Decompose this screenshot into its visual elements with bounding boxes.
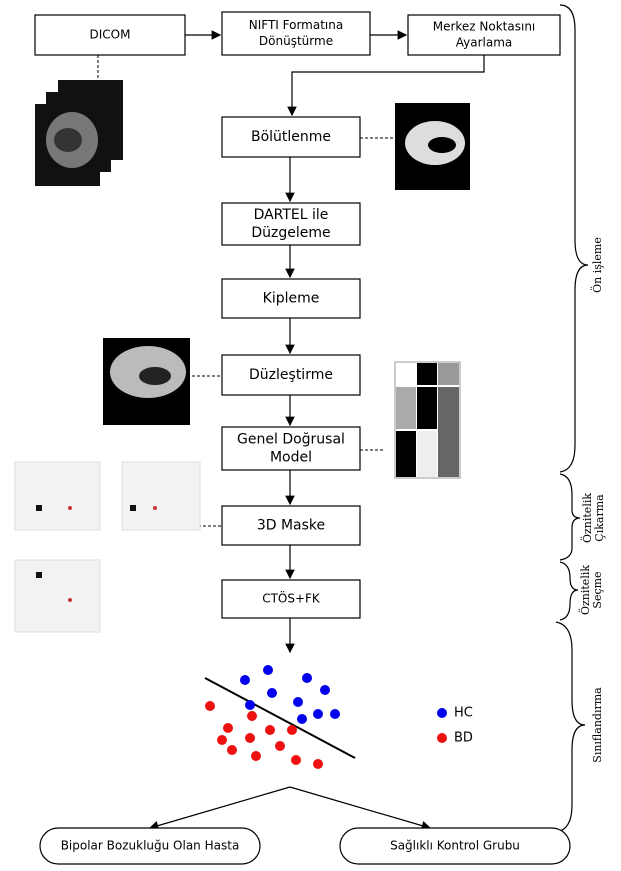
legend-label: BD — [454, 731, 473, 746]
box-label: Model — [270, 450, 312, 466]
outcome-label: Bipolar Bozukluğu Olan Hasta — [61, 839, 240, 853]
outcome-label: Sağlıklı Kontrol Grubu — [390, 839, 520, 853]
box-label: Düzleştirme — [249, 367, 333, 383]
box-label: 3D Maske — [257, 518, 325, 534]
flowchart: DICOM NIFTI Formatına Dönüştürme Merkez Nok… — [0, 0, 621, 867]
braces — [556, 5, 588, 832]
stage-label: Seçme — [591, 571, 604, 608]
stage-label: Ön işleme — [590, 237, 604, 293]
box-label: Bölütlenme — [251, 129, 331, 145]
box-label: DARTEL ile — [254, 207, 329, 223]
box-label: Düzgeleme — [251, 225, 330, 241]
scatter — [205, 665, 447, 769]
stage-label: Sınıflandırma — [591, 687, 604, 763]
stage-label: Öznitelik — [578, 565, 592, 615]
box-label: NIFTI Formatına — [249, 18, 343, 32]
stage-label: Çıkarma — [593, 494, 606, 542]
stage-label: Öznitelik — [580, 493, 594, 543]
box-label: Merkez Noktasını — [433, 20, 536, 34]
legend-label: HC — [454, 706, 473, 721]
box-label: Dönüştürme — [259, 34, 333, 48]
box-label: CTÖS+FK — [262, 590, 321, 606]
box-label: Kipleme — [263, 291, 320, 307]
box-label: Genel Doğrusal — [237, 432, 345, 448]
box-label: DICOM — [90, 28, 131, 42]
box-label: Ayarlama — [456, 36, 513, 50]
